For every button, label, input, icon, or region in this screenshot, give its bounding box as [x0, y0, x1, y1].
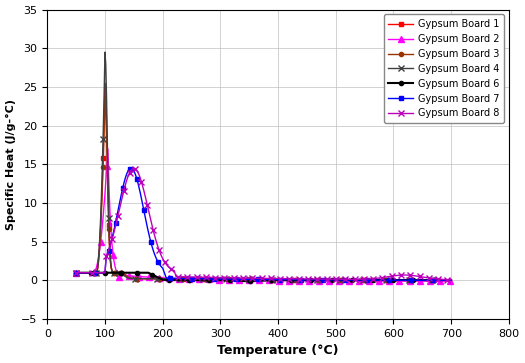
Line: Gypsum Board 7: Gypsum Board 7: [74, 166, 453, 282]
X-axis label: Temperature (°C): Temperature (°C): [217, 344, 339, 358]
Gypsum Board 3: [445, 278, 451, 282]
Gypsum Board 2: [73, 270, 79, 275]
Gypsum Board 6: [89, 270, 96, 275]
Gypsum Board 7: [440, 278, 447, 282]
Gypsum Board 8: [73, 270, 79, 275]
Gypsum Board 8: [149, 223, 155, 227]
Gypsum Board 3: [73, 270, 79, 275]
Gypsum Board 7: [236, 277, 243, 281]
Line: Gypsum Board 2: Gypsum Board 2: [74, 146, 454, 284]
Gypsum Board 1: [110, 270, 116, 275]
Gypsum Board 7: [156, 262, 162, 266]
Gypsum Board 7: [375, 278, 381, 282]
Gypsum Board 8: [190, 275, 196, 279]
Gypsum Board 4: [223, 277, 229, 281]
Line: Gypsum Board 3: Gypsum Board 3: [74, 97, 453, 282]
Y-axis label: Specific Heat (J/g-°C): Specific Heat (J/g-°C): [6, 99, 16, 230]
Gypsum Board 6: [244, 279, 250, 284]
Gypsum Board 4: [73, 270, 79, 275]
Gypsum Board 4: [102, 50, 108, 54]
Gypsum Board 3: [448, 278, 454, 282]
Line: Gypsum Board 8: Gypsum Board 8: [74, 166, 454, 282]
Line: Gypsum Board 4: Gypsum Board 4: [72, 49, 455, 284]
Gypsum Board 6: [102, 270, 108, 275]
Gypsum Board 6: [83, 270, 90, 275]
Gypsum Board 1: [225, 277, 231, 281]
Gypsum Board 4: [445, 278, 451, 282]
Gypsum Board 4: [109, 270, 116, 275]
Gypsum Board 1: [102, 81, 108, 85]
Gypsum Board 1: [73, 270, 79, 275]
Gypsum Board 1: [94, 268, 100, 273]
Gypsum Board 3: [224, 277, 230, 281]
Gypsum Board 4: [94, 268, 100, 272]
Gypsum Board 3: [102, 97, 108, 101]
Gypsum Board 1: [100, 156, 106, 160]
Gypsum Board 2: [446, 279, 453, 284]
Gypsum Board 7: [448, 278, 454, 282]
Gypsum Board 2: [448, 279, 454, 284]
Gypsum Board 7: [73, 270, 79, 275]
Gypsum Board 2: [104, 147, 111, 151]
Gypsum Board 7: [309, 278, 316, 282]
Gypsum Board 4: [100, 137, 106, 142]
Gypsum Board 2: [370, 279, 376, 283]
Gypsum Board 2: [138, 274, 144, 279]
Gypsum Board 6: [448, 278, 454, 282]
Gypsum Board 1: [445, 278, 451, 282]
Gypsum Board 1: [448, 278, 454, 282]
Gypsum Board 6: [445, 278, 452, 282]
Gypsum Board 8: [411, 273, 417, 278]
Gypsum Board 2: [378, 279, 384, 283]
Gypsum Board 8: [131, 166, 138, 171]
Gypsum Board 6: [127, 270, 133, 275]
Gypsum Board 6: [73, 270, 79, 275]
Line: Gypsum Board 1: Gypsum Board 1: [74, 81, 453, 282]
Gypsum Board 8: [214, 276, 220, 280]
Gypsum Board 4: [87, 270, 93, 275]
Gypsum Board 2: [198, 277, 204, 281]
Gypsum Board 2: [422, 279, 428, 284]
Gypsum Board 7: [128, 166, 134, 170]
Gypsum Board 7: [151, 252, 158, 256]
Gypsum Board 8: [333, 277, 339, 281]
Line: Gypsum Board 6: Gypsum Board 6: [74, 271, 453, 283]
Gypsum Board 1: [87, 270, 93, 275]
Legend: Gypsum Board 1, Gypsum Board 2, Gypsum Board 3, Gypsum Board 4, Gypsum Board 6, : Gypsum Board 1, Gypsum Board 2, Gypsum B…: [384, 15, 504, 123]
Gypsum Board 4: [448, 278, 454, 282]
Gypsum Board 6: [247, 279, 253, 284]
Gypsum Board 3: [87, 270, 93, 275]
Gypsum Board 3: [94, 268, 100, 273]
Gypsum Board 8: [448, 278, 454, 282]
Gypsum Board 3: [110, 270, 116, 275]
Gypsum Board 8: [124, 176, 130, 181]
Gypsum Board 3: [100, 165, 106, 170]
